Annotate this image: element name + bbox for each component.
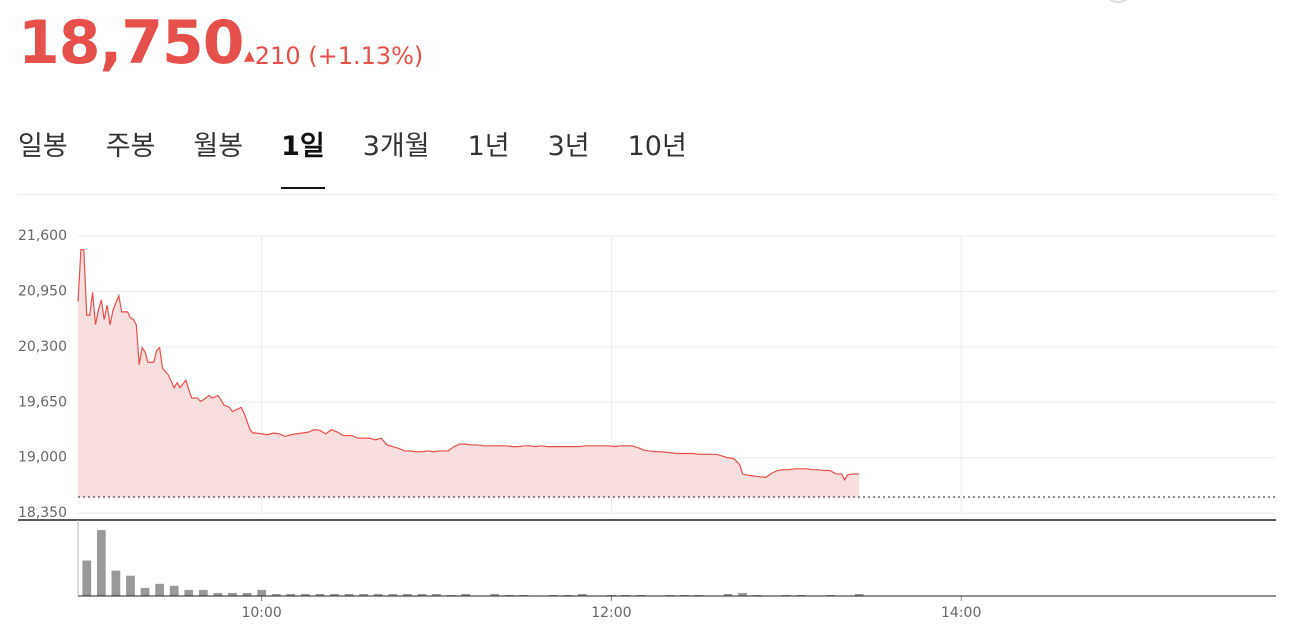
volume-bar <box>300 593 310 596</box>
y-tick-label: 20,300 <box>18 339 67 355</box>
y-tick-label: 20,950 <box>18 283 67 299</box>
volume-bar <box>169 585 179 596</box>
volume-bar <box>213 592 223 596</box>
volume-bar <box>198 589 208 596</box>
x-tick-label: 10:00 <box>241 605 281 621</box>
volume-bar <box>257 589 267 596</box>
y-tick-label: 18,350 <box>18 505 67 521</box>
volume-bar <box>228 592 237 596</box>
volume-bar <box>96 530 106 596</box>
volume-bar <box>403 593 412 596</box>
volume-bar <box>607 594 616 596</box>
volume-bar <box>621 594 631 596</box>
icon <box>1109 0 1127 3</box>
period-tab[interactable]: 일봉 <box>18 131 68 162</box>
volume-bar <box>548 594 558 596</box>
volume-bar <box>417 593 427 596</box>
y-tick-label: 21,600 <box>18 228 67 244</box>
volume-bar <box>111 570 121 596</box>
period-tab[interactable]: 1년 <box>467 131 510 162</box>
period-tab[interactable]: 월봉 <box>193 131 244 162</box>
volume-bar <box>126 575 135 596</box>
price-area <box>78 249 860 497</box>
volume-bar <box>242 592 252 596</box>
period-tab[interactable]: 3년 <box>547 131 590 162</box>
volume-bar <box>359 593 369 596</box>
volume-bar <box>563 594 573 596</box>
volume-bar <box>694 594 704 596</box>
volume-bar <box>446 594 456 596</box>
volume-bar <box>344 593 354 596</box>
volume-bar <box>738 592 747 596</box>
period-tab[interactable]: 10년 <box>627 131 687 162</box>
volume-bar <box>461 593 471 596</box>
price: 18,750 <box>18 8 245 78</box>
x-tick-label: 12:00 <box>591 605 631 621</box>
volume-bar <box>388 593 398 596</box>
period-tabs: 일봉 주봉 월봉 1일 3개월 1년 3년 10년 <box>18 124 725 189</box>
volume-bar <box>679 594 689 596</box>
change-text: 210 (+1.13%) <box>254 42 424 70</box>
y-tick-label: 19,000 <box>18 450 67 466</box>
volume-bar <box>373 593 383 596</box>
period-tab[interactable]: 3개월 <box>362 131 430 162</box>
volume-bar <box>490 593 500 596</box>
x-tick-label: 14:00 <box>941 605 981 621</box>
price-line <box>77 249 860 482</box>
volume-bar <box>752 594 762 596</box>
volume-bar <box>184 589 194 596</box>
volume-bar <box>505 594 514 596</box>
price-change: ▲210 (+1.13%) <box>244 42 424 70</box>
volume-bar <box>781 594 791 596</box>
volume-bar <box>330 593 339 596</box>
y-tick-label: 19,650 <box>18 394 67 410</box>
volume-bar <box>665 594 675 596</box>
volume-bar <box>577 593 587 596</box>
volume-bar <box>854 593 864 596</box>
period-tab[interactable]: 주봉 <box>105 131 156 162</box>
volume-bar <box>286 593 296 596</box>
period-tab[interactable]: 1일 <box>281 124 325 189</box>
volume-bar <box>271 593 281 596</box>
volume-bar <box>723 593 733 596</box>
volume-bar <box>155 583 164 596</box>
volume-bar <box>825 594 835 596</box>
volume-bar <box>315 593 325 596</box>
separator <box>18 194 1276 195</box>
volume-bar <box>140 587 150 596</box>
volume-bar <box>82 560 92 596</box>
volume-bar <box>796 594 806 596</box>
volume-bar <box>636 594 645 596</box>
volume-bar <box>519 594 529 596</box>
volume-bar <box>432 593 441 596</box>
